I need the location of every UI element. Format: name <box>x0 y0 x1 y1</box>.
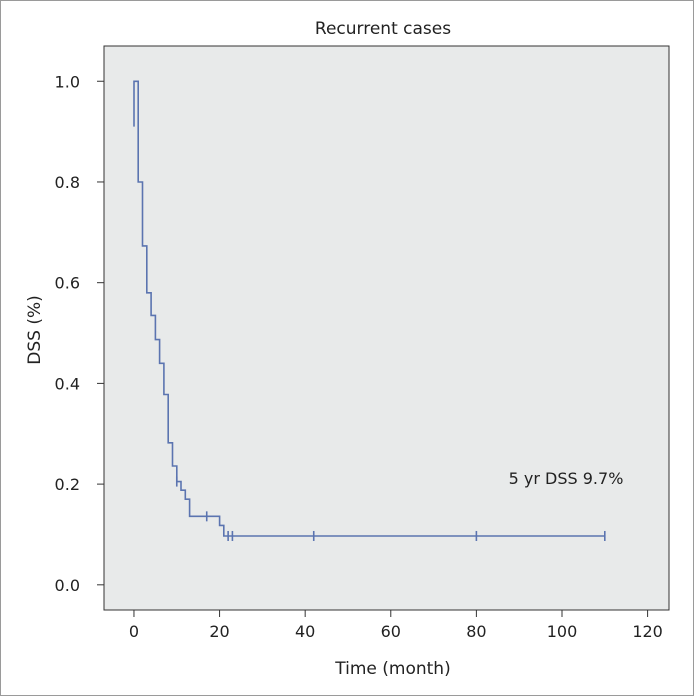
y-tick-label: 0.0 <box>55 576 80 595</box>
plot-area <box>103 45 670 611</box>
chart-title: Recurrent cases <box>315 19 451 39</box>
x-tick-label: 0 <box>129 622 139 641</box>
y-tick-label: 0.8 <box>55 173 80 192</box>
x-tick-label: 40 <box>295 622 315 641</box>
x-tick-label: 20 <box>209 622 229 641</box>
survival-curve <box>133 80 605 537</box>
x-tick-label: 60 <box>381 622 401 641</box>
series-layer <box>133 80 606 541</box>
y-tick-label: 0.2 <box>55 475 80 494</box>
y-tick-label: 0.6 <box>55 274 80 293</box>
dss-annotation: 5 yr DSS 9.7% <box>509 469 624 488</box>
y-tick-label: 0.4 <box>55 374 80 393</box>
y-axis: 0.0 0.2 0.4 0.6 0.8 1.0 <box>55 72 104 595</box>
y-tick-label: 1.0 <box>55 72 80 91</box>
x-tick-label: 100 <box>547 622 578 641</box>
x-axis: 0 20 40 60 80 100 120 <box>129 610 663 641</box>
x-tick-label: 120 <box>632 622 663 641</box>
y-axis-title: DSS (%) <box>25 295 45 365</box>
x-axis-title: Time (month) <box>334 659 450 679</box>
x-tick-label: 80 <box>466 622 486 641</box>
